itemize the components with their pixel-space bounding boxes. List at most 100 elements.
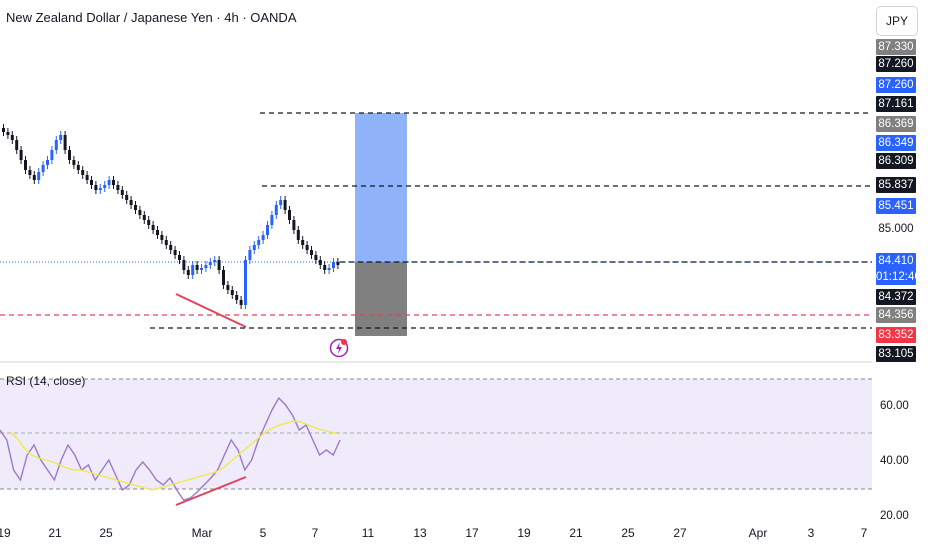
candle-body [270,215,274,225]
price-label: 85.000 [878,223,914,235]
price-label: 87.330 [876,39,916,55]
candle-body [112,180,115,185]
stop-zone[interactable] [355,262,407,336]
time-tick: 19 [0,526,11,540]
time-tick: 17 [465,526,479,540]
candle-body [169,245,173,250]
candle-body [235,295,239,300]
candle-body [134,205,137,210]
candle-body [46,160,49,165]
candle-body [182,260,186,270]
candle-body [10,135,14,140]
flash-event-icon[interactable] [329,338,349,358]
candle-body [261,235,265,240]
candle-body [195,265,199,270]
candle-body [125,195,129,200]
candle-body [94,185,98,190]
candle-body [59,135,63,140]
candle-body [116,185,120,190]
candle-body [76,165,80,170]
time-tick: 27 [673,526,687,540]
candle-body [68,150,71,160]
candle-body [37,172,41,180]
candle-body [266,225,269,235]
candle-body [28,170,32,175]
candle-body [301,240,305,245]
candle-body [147,220,151,225]
candle-body [50,150,54,160]
candle-body [24,160,27,170]
time-tick: 7 [860,526,868,540]
candle-body [173,250,177,255]
candle-body [327,268,331,270]
time-tick: 19 [517,526,531,540]
candle-body [310,250,313,255]
candle-body [230,290,234,295]
candle-body [2,128,5,132]
candle-body [107,180,111,185]
candle-body [63,135,67,150]
candle-body [178,255,181,260]
candle-body [72,160,76,165]
target-zone[interactable] [355,113,407,262]
candle-body [160,235,164,240]
rsi-ma-line [9,420,337,491]
candle-body [323,265,327,270]
candle-body [156,230,159,235]
candle-body [19,150,23,160]
candle-body [248,250,252,260]
time-tick: 7 [311,526,319,540]
candle-body [200,268,203,270]
price-label: 85.451 [876,198,916,214]
candle-body [288,210,291,220]
time-tick: 5 [259,526,267,540]
rsi-tick-60: 60.00 [880,400,909,412]
price-label: 86.369 [876,116,916,132]
price-label: 87.260 [876,56,916,72]
currency-button[interactable]: JPY [876,6,918,36]
candle-body [213,260,217,262]
candle-body [54,140,58,150]
candle-body [138,210,142,215]
price-label: 83.352 [876,327,916,343]
candlestick-series [2,124,340,309]
candle-body [6,132,10,135]
candle-body [217,260,221,270]
candle-body [283,200,287,210]
candle-body [222,270,225,285]
candle-body [98,188,102,190]
candle-body [252,245,256,250]
candle-body [103,185,107,188]
price-label: 85.837 [876,177,916,193]
time-tick: 13 [413,526,427,540]
price-label: 84.356 [876,307,916,323]
candle-body [208,262,212,265]
candle-body [15,140,19,150]
candle-body [191,265,195,275]
price-divergence-line[interactable] [175,293,247,328]
rsi-indicator-label[interactable]: RSI (14, close) [6,374,86,388]
candle-body [41,165,45,172]
candle-body [257,240,261,245]
price-label: 87.260 [876,77,916,93]
time-tick: Mar [191,526,213,540]
time-tick: 25 [621,526,635,540]
candle-body [292,220,296,230]
candle-body [274,205,278,215]
candle-body [336,262,340,265]
candle-body [85,175,89,180]
candle-body [239,300,243,305]
rsi-divergence-line[interactable] [175,476,247,506]
candle-body [120,190,124,195]
chart-title: New Zealand Dollar / Japanese Yen · 4h ·… [6,10,297,25]
candle-body [142,215,146,220]
time-tick: 21 [48,526,62,540]
rsi-band-background [0,379,872,489]
time-tick: 3 [807,526,815,540]
candle-body [204,265,208,268]
candle-body [279,200,283,205]
time-tick: 25 [99,526,113,540]
time-tick: 11 [361,526,375,540]
candle-body [81,170,85,175]
